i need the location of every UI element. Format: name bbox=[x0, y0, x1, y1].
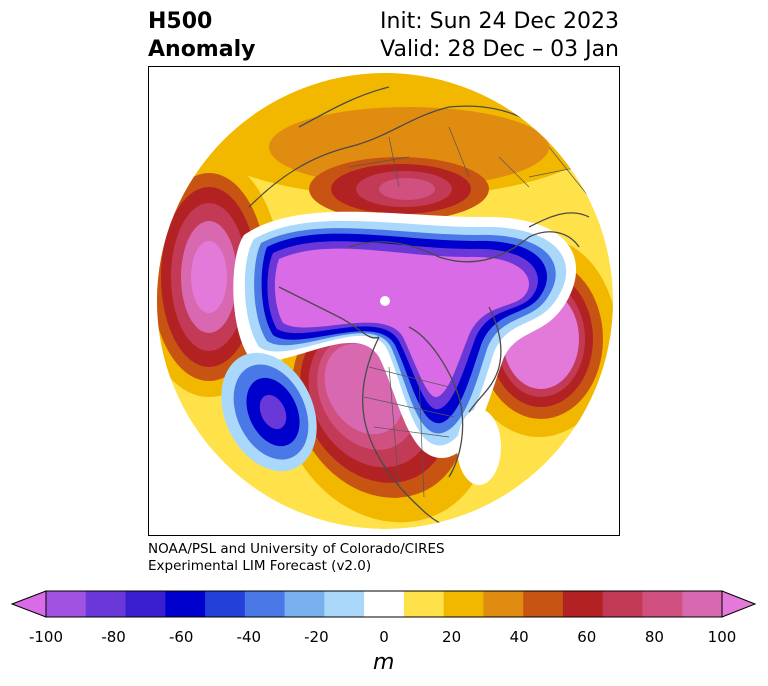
colorbar-outline bbox=[45, 590, 723, 618]
colorbar-cell bbox=[523, 591, 564, 617]
colorbar-tick-label: 100 bbox=[707, 628, 737, 646]
anomaly-field bbox=[157, 73, 613, 529]
colorbar-cell bbox=[682, 591, 723, 617]
colorbar-cell bbox=[284, 591, 325, 617]
colorbar-max-arrow bbox=[721, 590, 757, 618]
map-title: H500 Anomaly bbox=[148, 8, 255, 64]
colorbar-cell bbox=[403, 591, 445, 617]
colorbar-cell bbox=[602, 591, 643, 617]
colorbar-ticks: -100 -80 -60 -40 -20 0 20 40 60 80 100 bbox=[0, 628, 768, 648]
colorbar-cell bbox=[443, 591, 484, 617]
colorbar-tick-label: 20 bbox=[442, 628, 462, 646]
eurasia-ridge-4 bbox=[379, 178, 435, 200]
colorbar-tick-label: 80 bbox=[644, 628, 664, 646]
colorbar-unit-label: m bbox=[373, 650, 395, 675]
colorbar-tick-label: -100 bbox=[28, 628, 64, 646]
coastlines bbox=[248, 86, 590, 528]
colorbar-cell bbox=[46, 591, 87, 617]
colorbar-cell bbox=[85, 591, 127, 617]
colorbar-tick-label: 40 bbox=[509, 628, 529, 646]
colorbar-tick-label: -40 bbox=[236, 628, 262, 646]
colorbar-cell bbox=[125, 591, 166, 617]
colorbar-cell bbox=[483, 591, 524, 617]
pacific-trough-core bbox=[259, 394, 287, 430]
colorbar-cell bbox=[562, 591, 604, 617]
title-field: Anomaly bbox=[148, 37, 256, 62]
colorbar-cell bbox=[244, 591, 286, 617]
colorbar-tick-label: -20 bbox=[304, 628, 329, 646]
credit-line-2: Experimental LIM Forecast (v2.0) bbox=[148, 558, 372, 574]
colorbar-cell bbox=[324, 591, 365, 617]
vortex-core bbox=[274, 248, 529, 398]
colorbar-cell bbox=[642, 591, 683, 617]
forecast-dates: Init: Sun 24 Dec 2023 Valid: 28 Dec – 03… bbox=[380, 8, 619, 64]
colorbar-tick-label: 0 bbox=[379, 628, 389, 646]
colorbar-cell bbox=[165, 591, 206, 617]
colorbar-tick-label: 60 bbox=[577, 628, 597, 646]
atlantic-zero-patch bbox=[457, 409, 501, 485]
valid-date: Valid: 28 Dec – 03 Jan bbox=[380, 37, 619, 62]
init-date: Init: Sun 24 Dec 2023 bbox=[380, 9, 619, 34]
colorbar-cell bbox=[205, 591, 246, 617]
colorbar bbox=[10, 590, 757, 618]
colorbar-tick-label: -60 bbox=[168, 628, 194, 646]
left-ridge-core bbox=[191, 241, 227, 313]
colorbar-tick-label: -80 bbox=[101, 628, 126, 646]
title-variable: H500 bbox=[148, 9, 213, 34]
credit-line-1: NOAA/PSL and University of Colorado/CIRE… bbox=[148, 541, 445, 557]
north-pole-marker bbox=[380, 296, 390, 306]
polar-map bbox=[148, 66, 620, 536]
data-credit: NOAA/PSL and University of Colorado/CIRE… bbox=[148, 541, 445, 575]
colorbar-cell bbox=[364, 591, 405, 617]
colorbar-min-arrow bbox=[10, 590, 47, 618]
